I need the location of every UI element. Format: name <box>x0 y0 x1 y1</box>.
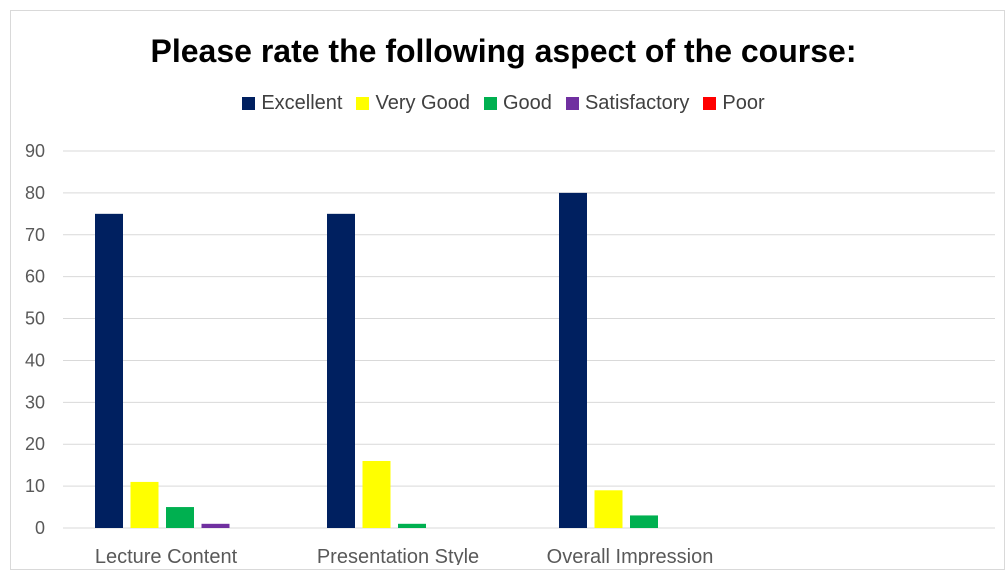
bar <box>166 507 194 528</box>
bar <box>630 515 658 528</box>
y-tick-label: 40 <box>25 350 45 370</box>
legend-entry: Very Good <box>356 92 470 115</box>
legend-label: Very Good <box>375 92 470 114</box>
chart-title: Please rate the following aspect of the … <box>150 33 857 69</box>
bar <box>594 490 623 528</box>
legend-label: Excellent <box>261 92 343 114</box>
y-tick-label: 50 <box>25 309 45 329</box>
legend-swatch <box>484 97 497 110</box>
x-category-label: Presentation Style <box>317 546 479 565</box>
bar <box>327 213 355 529</box>
legend-swatch <box>703 97 717 110</box>
legend-entry: Good <box>484 92 552 115</box>
y-tick-label: 80 <box>25 183 45 203</box>
legend-entry: Excellent <box>242 92 342 115</box>
y-tick-label: 90 <box>25 141 45 161</box>
y-tick-label: 10 <box>25 476 45 496</box>
x-category-label: Overall Impression <box>547 546 714 565</box>
bar <box>201 523 230 528</box>
legend-entry: Satisfactory <box>565 92 690 115</box>
y-tick-label: 0 <box>35 518 45 538</box>
bar <box>95 213 123 529</box>
bar <box>559 192 587 528</box>
y-tick-label: 70 <box>25 225 45 245</box>
legend: Excellent Very Good Good Satisfactory Poor <box>0 92 1007 115</box>
legend-swatch <box>356 97 370 110</box>
bar <box>130 481 159 528</box>
y-tick-label: 30 <box>25 392 45 412</box>
x-category-label: Lecture Content <box>95 546 238 565</box>
legend-swatch <box>565 97 579 110</box>
legend-swatch <box>242 97 256 110</box>
y-tick-label: 60 <box>25 267 45 287</box>
legend-entry: Poor <box>703 92 765 115</box>
legend-label: Satisfactory <box>584 92 690 114</box>
bar <box>398 523 426 528</box>
legend-label: Poor <box>722 92 765 114</box>
bar <box>362 460 391 528</box>
legend-label: Good <box>503 92 552 114</box>
y-tick-label: 20 <box>25 434 45 454</box>
